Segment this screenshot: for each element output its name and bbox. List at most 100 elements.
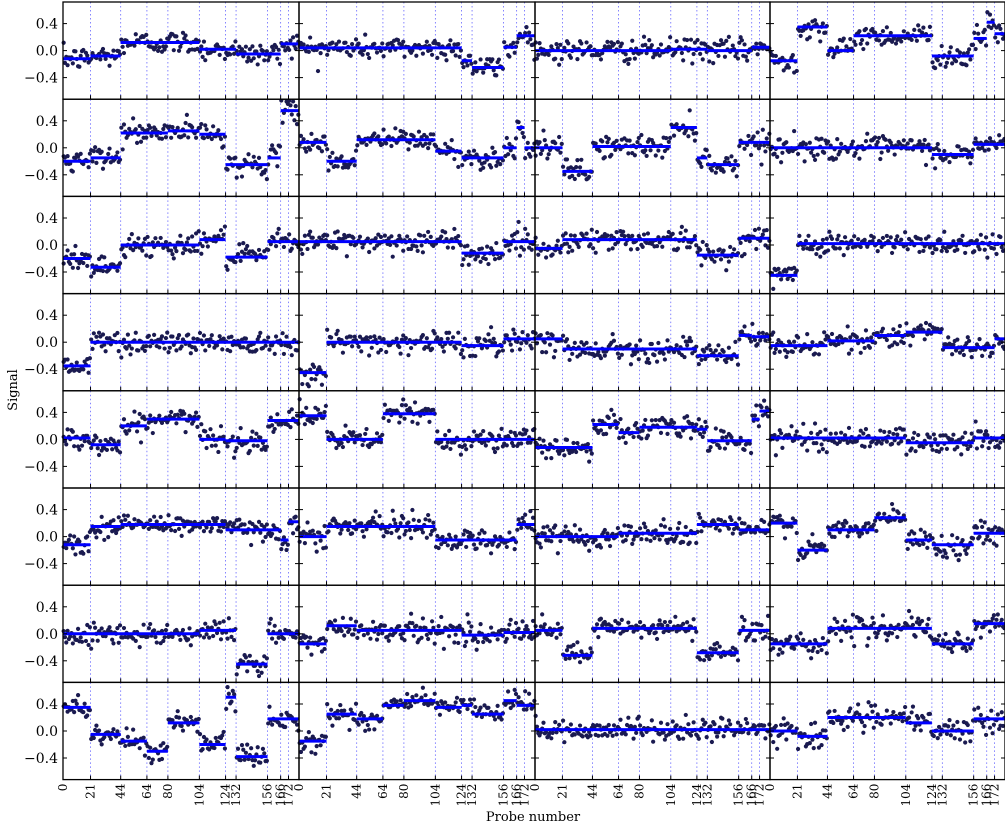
data-point [557,135,561,139]
data-point [650,43,654,47]
data-point [300,382,304,386]
data-point [928,435,932,439]
data-point [519,441,523,445]
data-point [823,31,827,35]
data-point [975,238,979,242]
data-point [117,515,121,519]
data-point [97,453,101,457]
data-point [549,456,553,460]
data-point [659,523,663,527]
data-point [765,228,769,232]
data-point [816,153,820,157]
data-point [928,25,932,29]
data-point [300,252,304,256]
data-point [278,62,282,66]
data-point [630,542,634,546]
data-point [725,156,729,160]
data-point [308,35,312,39]
data-point [940,249,944,253]
data-point [885,234,889,238]
data-point [727,346,731,350]
data-point [676,246,680,250]
data-point [519,341,523,345]
data-point [527,30,531,34]
data-point [688,245,692,249]
data-point [944,65,948,69]
data-point [364,143,368,147]
data-point [117,349,121,353]
data-point [647,38,651,42]
data-point [349,54,353,58]
data-point [899,439,903,443]
data-point [97,331,101,335]
data-point [346,528,350,532]
data-point [498,162,502,166]
data-point [513,156,517,160]
data-point [379,235,383,239]
data-point [511,444,515,448]
data-point [599,356,603,360]
data-point [972,249,976,253]
data-point [735,174,739,178]
data-point [654,418,658,422]
data-point [778,137,782,141]
data-point [863,445,867,449]
data-point [282,245,286,249]
data-point [873,135,877,139]
data-point [237,242,241,246]
data-point [406,353,410,357]
data-point [656,341,660,345]
data-point [199,422,203,426]
data-point [298,397,302,401]
data-point [86,549,90,553]
data-point [789,525,793,529]
data-point [439,337,443,341]
data-point [716,54,720,58]
data-point [569,56,573,60]
data-point [718,528,722,532]
data-point [257,334,261,338]
data-point [664,136,668,140]
data-point [64,546,68,550]
data-point [336,164,340,168]
data-point [368,335,372,339]
data-point [583,172,587,176]
data-point [718,247,722,251]
data-point [693,139,697,143]
data-point [539,152,543,156]
data-point [639,436,643,440]
data-point [334,246,338,250]
panel-4 [769,2,1005,99]
data-point [643,43,647,47]
data-point [358,433,362,437]
data-point [787,65,791,69]
data-point [505,545,509,549]
data-point [836,342,840,346]
data-point [991,232,995,236]
data-point [561,165,565,169]
data-point [818,430,822,434]
data-point [566,250,570,254]
data-point [575,441,579,445]
data-point [780,446,784,450]
data-point [301,137,305,141]
data-point [405,234,409,238]
data-point [825,237,829,241]
data-point [489,551,493,555]
data-point [94,161,98,165]
data-point [897,330,901,334]
data-point [877,136,881,140]
data-point [427,420,431,424]
data-point [545,331,549,335]
data-point [218,334,222,338]
data-point [968,57,972,61]
data-point [303,422,307,426]
data-point [275,164,279,168]
y-tick-label: 0.4 [36,114,58,130]
data-point [381,127,385,131]
data-point [517,120,521,124]
data-point [448,38,452,42]
data-point [910,446,914,450]
data-point [494,164,498,168]
data-point [165,330,169,334]
